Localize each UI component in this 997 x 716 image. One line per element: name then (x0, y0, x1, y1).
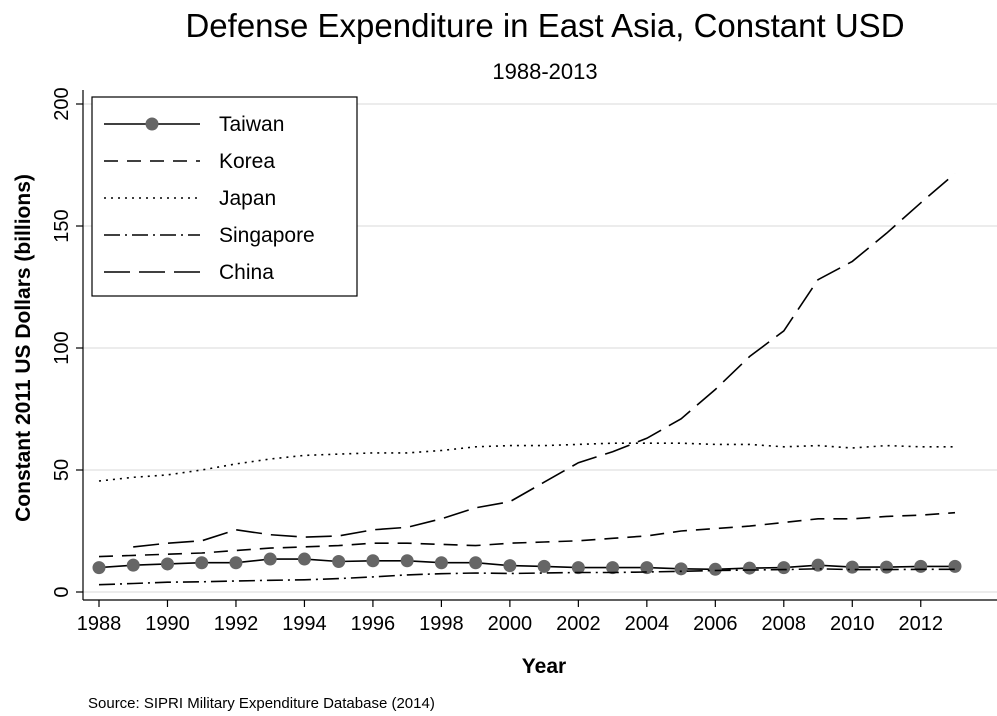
point-taiwan-1999 (469, 556, 483, 570)
x-tick-label-1990: 1990 (145, 613, 190, 635)
point-taiwan-2011 (880, 560, 894, 574)
legend-label-china: China (219, 261, 274, 284)
legend-label-korea: Korea (219, 150, 275, 173)
point-taiwan-2005 (674, 562, 688, 576)
point-taiwan-2008 (777, 561, 791, 575)
legend-label-singapore: Singapore (219, 224, 315, 247)
legend-box (91, 96, 358, 297)
series-line-taiwan (98, 558, 955, 571)
point-taiwan-2001 (537, 559, 551, 573)
point-taiwan-1993 (263, 552, 277, 566)
x-tick-label-2000: 2000 (488, 613, 533, 635)
x-tick-label-1996: 1996 (351, 613, 396, 635)
point-taiwan-1989 (126, 558, 140, 572)
legend-marker-taiwan (145, 117, 159, 131)
legend: Taiwan Korea Japan Singapore China (91, 96, 358, 297)
point-taiwan-2000 (503, 559, 517, 573)
x-tick-label-2012: 2012 (899, 613, 944, 635)
x-axis-label: Year (522, 655, 566, 678)
series-line-japan (98, 442, 955, 482)
point-taiwan-2006 (708, 562, 722, 576)
series-lines (92, 172, 962, 586)
legend-label-taiwan: Taiwan (219, 113, 284, 136)
point-taiwan-2012 (914, 559, 928, 573)
axes: 0 50 100 150 200 1988 1990 1992 1994 1996 1998 2000… (51, 87, 997, 635)
x-tick-label-2008: 2008 (762, 613, 807, 635)
chart-subtitle: 1988-2013 (492, 59, 597, 84)
series-line-korea (98, 511, 956, 558)
x-tick-label-1992: 1992 (214, 613, 259, 635)
source-note: Source: SIPRI Military Expenditure Datab… (88, 695, 435, 712)
point-taiwan-2002 (571, 561, 585, 575)
x-tick-label-1988: 1988 (77, 613, 122, 635)
point-taiwan-1995 (332, 555, 346, 568)
point-taiwan-1992 (229, 556, 243, 570)
y-tick-label-100: 100 (51, 331, 73, 364)
x-tick-label-2004: 2004 (625, 613, 670, 635)
point-taiwan-1998 (434, 556, 448, 570)
y-tick-label-50: 50 (51, 459, 73, 481)
y-axis-label: Constant 2011 US Dollars (billions) (12, 174, 35, 522)
point-taiwan-1988 (92, 561, 106, 575)
x-tick-label-1994: 1994 (282, 613, 327, 635)
point-taiwan-1994 (297, 552, 311, 566)
point-taiwan-2010 (845, 560, 859, 574)
point-taiwan-1991 (195, 556, 209, 570)
y-tick-label-150: 150 (51, 209, 73, 242)
y-tick-label-0: 0 (51, 586, 73, 597)
x-tick-label-2010: 2010 (830, 613, 875, 635)
point-taiwan-1996 (366, 554, 380, 568)
point-taiwan-1997 (400, 554, 414, 568)
point-taiwan-1990 (160, 557, 174, 571)
series-line-singapore (98, 567, 955, 586)
x-tick-label-1998: 1998 (419, 613, 464, 635)
legend-label-japan: Japan (219, 187, 276, 210)
x-tick-label-2002: 2002 (556, 613, 601, 635)
point-taiwan-2004 (640, 561, 654, 575)
x-tick-label-2006: 2006 (693, 613, 738, 635)
point-taiwan-2007 (743, 561, 757, 575)
chart-title: Defense Expenditure in East Asia, Consta… (185, 7, 904, 44)
point-taiwan-2003 (606, 561, 620, 575)
y-tick-label-200: 200 (51, 87, 73, 120)
point-taiwan-2013 (948, 559, 962, 573)
series-line-china (133, 172, 956, 548)
